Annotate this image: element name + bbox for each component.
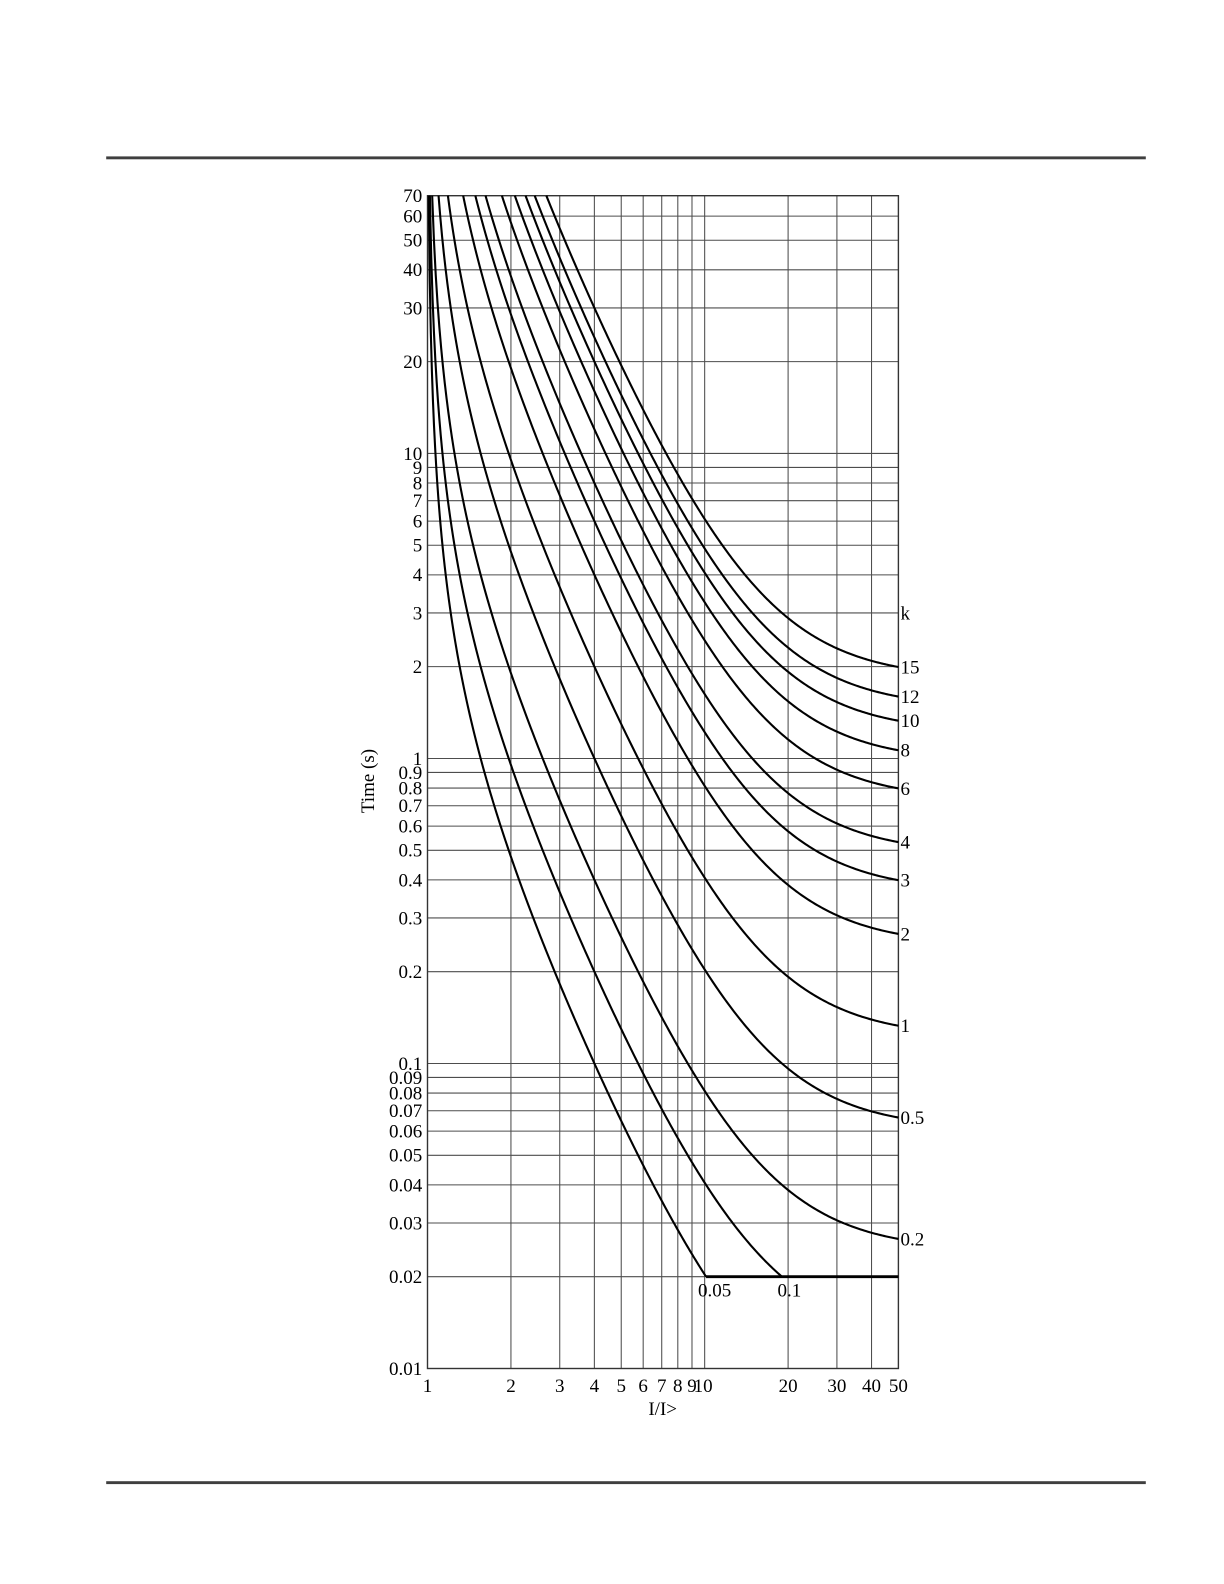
svg-text:0.05: 0.05 xyxy=(698,1281,731,1302)
svg-text:3: 3 xyxy=(555,1376,565,1397)
svg-text:60: 60 xyxy=(403,207,422,228)
svg-text:0.02: 0.02 xyxy=(389,1267,422,1288)
svg-text:1: 1 xyxy=(423,1376,433,1397)
svg-text:0.04: 0.04 xyxy=(389,1175,423,1196)
svg-text:50: 50 xyxy=(403,231,422,252)
svg-text:0.9: 0.9 xyxy=(399,763,423,784)
svg-text:8: 8 xyxy=(413,473,423,494)
svg-text:4: 4 xyxy=(590,1376,600,1397)
svg-text:10: 10 xyxy=(403,444,422,465)
svg-text:0.7: 0.7 xyxy=(399,796,423,817)
svg-text:0.2: 0.2 xyxy=(901,1229,925,1250)
svg-text:1: 1 xyxy=(413,749,423,770)
svg-text:0.1: 0.1 xyxy=(778,1281,802,1302)
svg-text:10: 10 xyxy=(901,711,920,732)
svg-text:2: 2 xyxy=(506,1376,516,1397)
svg-text:0.2: 0.2 xyxy=(399,962,423,983)
svg-text:20: 20 xyxy=(779,1376,798,1397)
svg-text:Time (s): Time (s) xyxy=(358,749,379,813)
svg-text:I/I>: I/I> xyxy=(648,1399,677,1420)
svg-text:0.4: 0.4 xyxy=(399,870,423,891)
svg-text:2: 2 xyxy=(413,657,423,678)
svg-text:4: 4 xyxy=(901,832,911,853)
svg-text:6: 6 xyxy=(901,779,911,800)
svg-text:0.03: 0.03 xyxy=(389,1213,422,1234)
svg-text:50: 50 xyxy=(889,1376,908,1397)
svg-text:3: 3 xyxy=(413,603,423,624)
svg-text:1: 1 xyxy=(901,1016,911,1037)
svg-text:6: 6 xyxy=(413,512,423,533)
svg-text:12: 12 xyxy=(901,687,920,708)
svg-text:0.5: 0.5 xyxy=(399,841,423,862)
svg-text:2: 2 xyxy=(901,924,911,945)
svg-text:5: 5 xyxy=(616,1376,626,1397)
svg-text:0.6: 0.6 xyxy=(399,817,423,838)
svg-text:7: 7 xyxy=(413,491,423,512)
svg-text:0.8: 0.8 xyxy=(399,778,423,799)
svg-text:4: 4 xyxy=(413,565,423,586)
svg-text:0.1: 0.1 xyxy=(399,1054,423,1075)
svg-text:0.06: 0.06 xyxy=(389,1122,422,1143)
svg-text:0.3: 0.3 xyxy=(399,908,423,929)
svg-text:30: 30 xyxy=(403,298,422,319)
svg-text:8: 8 xyxy=(673,1376,683,1397)
svg-text:0.09: 0.09 xyxy=(389,1068,422,1089)
svg-text:7: 7 xyxy=(657,1376,667,1397)
svg-text:40: 40 xyxy=(862,1376,881,1397)
svg-text:9: 9 xyxy=(413,458,423,479)
svg-text:70: 70 xyxy=(403,186,422,207)
svg-text:40: 40 xyxy=(403,260,422,281)
svg-text:5: 5 xyxy=(413,536,423,557)
svg-text:0.5: 0.5 xyxy=(901,1108,925,1129)
svg-text:8: 8 xyxy=(901,741,911,762)
svg-text:10: 10 xyxy=(694,1376,713,1397)
svg-text:0.05: 0.05 xyxy=(389,1146,422,1167)
svg-text:6: 6 xyxy=(638,1376,648,1397)
svg-text:9: 9 xyxy=(687,1376,697,1397)
svg-text:0.08: 0.08 xyxy=(389,1083,422,1104)
svg-text:15: 15 xyxy=(901,657,920,678)
svg-text:30: 30 xyxy=(827,1376,846,1397)
svg-text:3: 3 xyxy=(901,871,911,892)
svg-text:0.07: 0.07 xyxy=(389,1101,422,1122)
svg-text:20: 20 xyxy=(403,352,422,373)
svg-text:0.01: 0.01 xyxy=(389,1359,422,1380)
svg-text:k: k xyxy=(901,603,911,624)
